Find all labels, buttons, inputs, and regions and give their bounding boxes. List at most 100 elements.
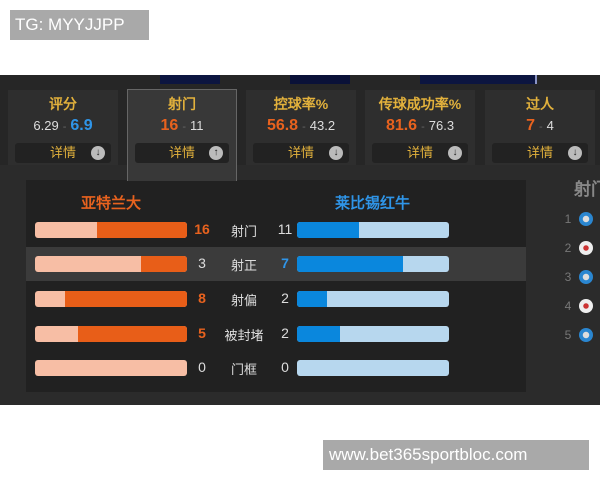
rank-number: 3 [564, 269, 572, 284]
shots-ranking: 射门 1 2 3 4 5 [560, 175, 600, 349]
stat-row: 5 被封堵 2 [26, 317, 526, 351]
arrow-down-circle-icon[interactable]: ↓ [329, 146, 343, 160]
stat-label: 门框 [230, 362, 257, 377]
home-value: 6.29 [33, 118, 59, 133]
stat-card[interactable]: 过人 7-4 详情 ↓ [485, 90, 595, 165]
stat-row: 0 门框 0 [26, 351, 526, 385]
separator: - [421, 121, 425, 133]
away-bar [297, 222, 449, 238]
watermark-label: TG: MYYJJPP [10, 10, 149, 40]
ranking-item[interactable]: 2 [560, 233, 600, 262]
away-bar [297, 360, 449, 376]
separator: - [302, 121, 306, 133]
home-value: 0 [198, 359, 206, 375]
away-bar-fill [297, 291, 328, 307]
home-bar [35, 326, 187, 342]
details-label: 详情 [49, 145, 76, 160]
home-bar [35, 222, 187, 238]
stats-widget: 亚特兰大 莱比锡红牛 16 射门 11 3 射正 7 8 射偏 2 5 被封堵 … [0, 75, 600, 405]
separator: - [62, 121, 67, 133]
header-strip [535, 75, 537, 84]
detail-panel: 亚特兰大 莱比锡红牛 16 射门 11 3 射正 7 8 射偏 2 5 被封堵 … [0, 165, 600, 405]
away-bar [297, 256, 449, 272]
home-bar [35, 291, 187, 307]
stat-card[interactable]: 射门 16-11 详情 ↑ [127, 89, 237, 181]
rank-number: 4 [564, 298, 572, 313]
team-logo-icon [579, 240, 593, 255]
arrow-down-circle-icon[interactable]: ↓ [448, 146, 462, 160]
stat-row: 8 射偏 2 [26, 282, 526, 316]
stat-label: 射门 [230, 224, 257, 239]
home-bar-fill [96, 222, 187, 238]
home-value: 7 [526, 117, 535, 134]
home-value: 56.8 [266, 117, 299, 134]
header-strip [290, 75, 350, 84]
arrow-down-circle-icon[interactable]: ↓ [568, 146, 582, 160]
away-team-name: 莱比锡红牛 [335, 195, 411, 212]
stat-row: 16 射门 11 [26, 213, 526, 247]
card-title: 评分 [49, 96, 77, 112]
card-title: 过人 [526, 96, 554, 112]
home-value: 8 [198, 290, 206, 306]
home-value: 16 [194, 221, 210, 237]
arrow-up-circle-icon[interactable]: ↑ [209, 146, 223, 160]
rank-number: 1 [564, 211, 572, 226]
rank-number: 2 [564, 240, 572, 255]
ranking-item[interactable]: 4 [560, 291, 600, 320]
details-button[interactable]: 详情 ↓ [492, 143, 588, 163]
home-bar-fill [141, 256, 187, 272]
stat-card[interactable]: 评分 6.29-6.9 详情 ↓ [8, 90, 118, 165]
away-bar-fill [297, 256, 404, 272]
rank-number: 5 [564, 327, 572, 342]
home-value: 16 [160, 117, 179, 134]
details-button[interactable]: 详情 ↑ [135, 143, 229, 163]
stat-label: 被封堵 [224, 328, 264, 343]
ranking-item[interactable]: 3 [560, 262, 600, 291]
ranking-title: 射门 [574, 180, 600, 199]
ranking-item[interactable]: 1 [560, 204, 600, 233]
away-value: 6.9 [70, 117, 93, 134]
team-logo-icon [579, 269, 593, 284]
home-bar [35, 360, 187, 376]
details-button[interactable]: 详情 ↓ [253, 143, 349, 163]
details-label: 详情 [526, 145, 553, 160]
card-title: 传球成功率% [378, 96, 462, 112]
home-value: 81.6 [385, 117, 418, 134]
home-team-name: 亚特兰大 [81, 195, 142, 212]
away-bar [297, 326, 449, 342]
away-value: 7 [281, 255, 289, 271]
details-button[interactable]: 详情 ↓ [15, 143, 111, 163]
separator: - [182, 121, 186, 133]
home-bar-fill [78, 326, 187, 342]
footer-url-label: www.bet365sportbloc.com [323, 440, 589, 470]
stat-label: 射偏 [230, 293, 257, 308]
header-strip [420, 75, 535, 84]
stat-row: 3 射正 7 [26, 247, 526, 281]
team-logo-icon [579, 327, 593, 342]
details-label: 详情 [287, 145, 314, 160]
stat-card[interactable]: 传球成功率% 81.6-76.3 详情 ↓ [365, 90, 475, 165]
details-button[interactable]: 详情 ↓ [372, 143, 468, 163]
away-value: 11 [277, 221, 293, 237]
away-value: 0 [281, 359, 289, 375]
home-value: 3 [198, 255, 206, 271]
details-label: 详情 [406, 145, 433, 160]
header-strip [160, 75, 220, 84]
arrow-down-circle-icon[interactable]: ↓ [91, 146, 105, 160]
stat-card[interactable]: 控球率% 56.8-43.2 详情 ↓ [246, 90, 356, 165]
stat-label: 射正 [230, 258, 257, 273]
ranking-item[interactable]: 5 [560, 320, 600, 349]
away-value: 4 [546, 118, 554, 133]
away-bar-fill [297, 326, 341, 342]
away-value: 2 [281, 325, 289, 341]
home-bar-fill [65, 291, 187, 307]
shots-comparison: 亚特兰大 莱比锡红牛 16 射门 11 3 射正 7 8 射偏 2 5 被封堵 … [26, 180, 526, 392]
home-value: 5 [198, 325, 206, 341]
away-value: 43.2 [309, 118, 336, 133]
away-bar-fill [297, 222, 359, 238]
away-bar [297, 291, 449, 307]
away-value: 11 [189, 118, 204, 133]
away-value: 76.3 [428, 118, 455, 133]
team-logo-icon [579, 211, 593, 226]
separator: - [539, 121, 543, 133]
